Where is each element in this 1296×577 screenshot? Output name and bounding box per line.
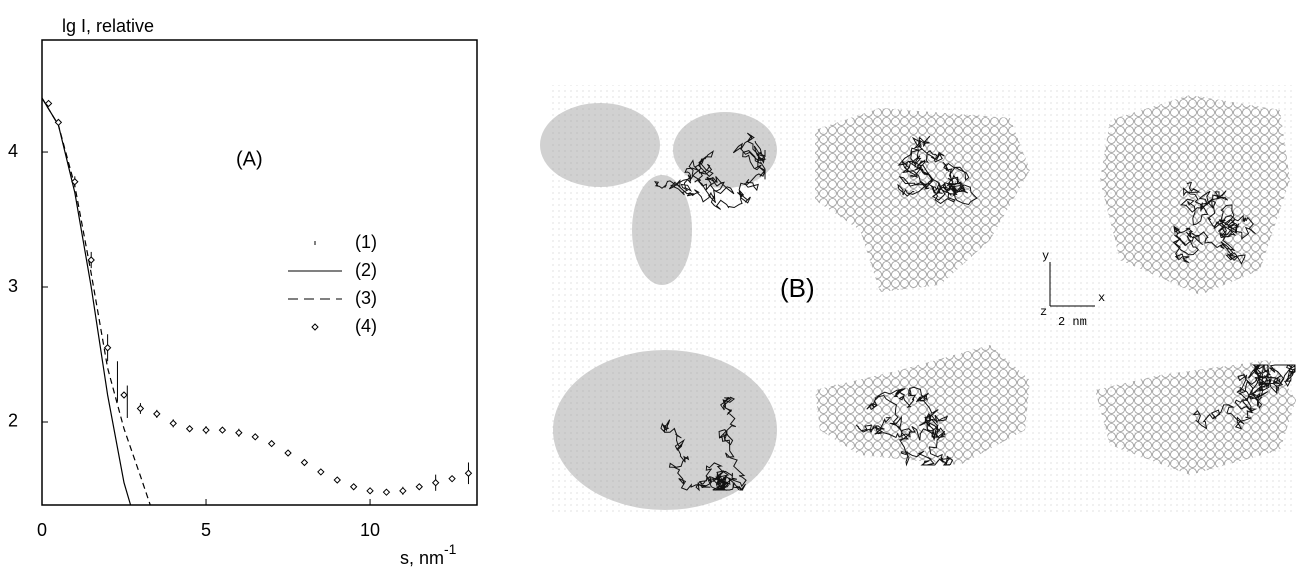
panel-label: (B)	[780, 273, 815, 303]
data-point	[433, 480, 439, 486]
x-tick-label: 10	[360, 520, 380, 540]
envelope	[540, 103, 660, 187]
axis-y-label: y	[1042, 249, 1049, 263]
envelope	[632, 175, 692, 285]
plot-frame	[42, 40, 477, 505]
data-point	[285, 450, 291, 456]
data-point	[383, 489, 389, 495]
panel-b: (B) y x z 2 nm	[540, 85, 1296, 512]
data-point	[449, 476, 455, 482]
data-point	[187, 426, 193, 432]
data-point	[351, 484, 357, 490]
data-point	[137, 405, 143, 411]
page: {"chart_data": {"type": "line", "title":…	[0, 0, 1296, 577]
legend-swatch	[312, 324, 318, 330]
data-point	[269, 441, 275, 447]
data-point	[105, 345, 111, 351]
data-point	[170, 420, 176, 426]
y-tick-label: 4	[8, 141, 18, 161]
data-point	[55, 119, 61, 125]
data-point	[416, 484, 422, 490]
x-axis-label: s, nm-1	[400, 541, 457, 568]
series-line	[42, 98, 131, 505]
data-point	[236, 430, 242, 436]
series-line	[42, 98, 150, 505]
axis-x-label: x	[1098, 291, 1105, 305]
data-point	[334, 477, 340, 483]
x-label-sup: -1	[444, 541, 457, 557]
figure: lg I, relative (A) s, nm-1 (B) y x z 2 n…	[0, 0, 1296, 577]
scale-label: 2 nm	[1058, 315, 1087, 329]
legend-label: (2)	[355, 260, 377, 280]
y-tick-label: 2	[8, 411, 18, 431]
y-axis-label: lg I, relative	[62, 16, 154, 36]
data-point	[154, 411, 160, 417]
data-point	[219, 427, 225, 433]
data-point	[301, 459, 307, 465]
data-point	[252, 434, 258, 440]
data-point	[203, 427, 209, 433]
legend-label: (4)	[355, 316, 377, 336]
chart-title: (A)	[236, 148, 263, 170]
legend-label: (3)	[355, 288, 377, 308]
x-tick-label: 0	[37, 520, 47, 540]
data-point	[121, 392, 127, 398]
x-label-text: s, nm	[400, 548, 444, 568]
data-point	[318, 469, 324, 475]
y-tick-label: 3	[8, 276, 18, 296]
data-point	[400, 488, 406, 494]
data-point	[465, 470, 471, 476]
axis-z-label: z	[1040, 305, 1047, 319]
legend-label: (1)	[355, 232, 377, 252]
data-point	[367, 488, 373, 494]
x-tick-label: 5	[201, 520, 211, 540]
